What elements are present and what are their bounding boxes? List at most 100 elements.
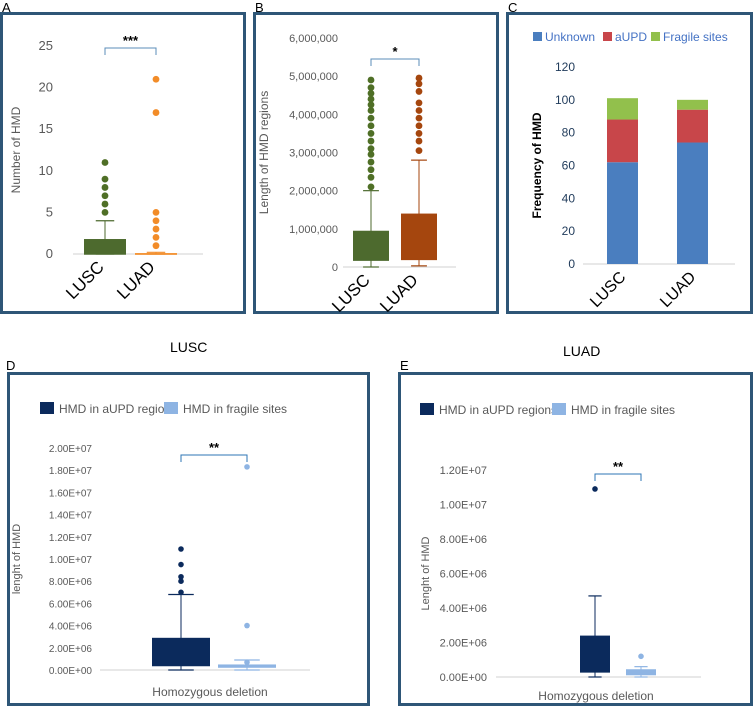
outlier-point — [152, 225, 160, 233]
box-0 — [152, 637, 210, 666]
x-tick-label: LUSC — [328, 270, 374, 316]
y-tick-label: 8.00E+06 — [49, 577, 93, 588]
panel-label-c: C — [508, 0, 518, 15]
y-tick-label: 20 — [562, 224, 576, 238]
outlier-point — [101, 184, 109, 191]
outlier-point — [101, 175, 109, 183]
outlier-point — [367, 183, 375, 191]
outlier-point — [415, 107, 423, 114]
y-tick-label: 0 — [46, 246, 53, 261]
significance-bracket — [180, 454, 248, 462]
outlier-point — [367, 158, 375, 166]
outlier-point — [367, 107, 375, 114]
panel-a-frame: 0 5 10 15 20 25 Number of HMD LUSC LUAD *** — [0, 12, 246, 314]
panel-label-d: D — [6, 358, 16, 373]
outlier-point — [367, 151, 375, 158]
legend-label: HMD in aUPD region — [59, 402, 171, 416]
bar-segment-fragile-sites — [677, 99, 708, 110]
y-tick-label: 20 — [39, 80, 53, 95]
outlier-point — [152, 109, 160, 116]
x-tick-label: LUAD — [376, 270, 422, 316]
outlier-point — [415, 147, 423, 154]
outlier-point — [367, 84, 375, 92]
panel-e-title: LUAD — [563, 343, 601, 359]
outlier-point — [367, 122, 375, 130]
panel-d-chart: HMD in aUPD region HMD in fragile sites Ho… — [11, 402, 310, 699]
y-tick-label: 0.00E+00 — [440, 672, 487, 684]
outlier-point — [244, 622, 250, 629]
y-axis-title: Lenght of HMD — [420, 536, 432, 610]
panel-b-frame: 0 1,000,000 2,000,000 3,000,000 4,000,000 5,0… — [253, 12, 499, 316]
panel-b-chart: 0 1,000,000 2,000,000 3,000,000 4,000,000 5,0… — [257, 33, 456, 316]
significance-bracket — [104, 47, 157, 55]
y-tick-label: 2.00E+06 — [49, 644, 93, 655]
outlier-point — [178, 589, 184, 596]
legend-swatch-1 — [164, 402, 178, 414]
significance-label: ** — [209, 440, 220, 455]
y-tick-label: 8.00E+06 — [440, 534, 487, 546]
bar-segment-unknown — [607, 162, 638, 264]
legend-swatch-0 — [420, 403, 434, 415]
outlier-point — [367, 145, 375, 153]
y-tick-label: 3,000,000 — [289, 148, 338, 160]
y-tick-label: 1.00E+07 — [440, 500, 487, 512]
y-tick-label: 120 — [555, 60, 575, 74]
outlier-point — [415, 137, 423, 145]
outlier-point — [638, 653, 644, 660]
y-tick-label: 1.20E+07 — [49, 533, 93, 544]
bar-segment-unknown — [677, 142, 708, 264]
y-tick-label: 25 — [39, 38, 53, 53]
y-tick-label: 0 — [332, 262, 338, 274]
y-axis-title: Number of HMD — [9, 106, 23, 193]
legend-swatch-2 — [651, 32, 660, 41]
legend-label: HMD in fragile sites — [571, 403, 675, 417]
outlier-point — [592, 486, 598, 492]
outlier-point — [101, 209, 109, 216]
outlier-point — [152, 233, 160, 241]
outlier-point — [415, 88, 423, 95]
outlier-point — [415, 74, 423, 82]
significance-bracket — [594, 473, 642, 481]
y-tick-label: 1.80E+07 — [49, 466, 93, 477]
significance-label: * — [392, 44, 398, 59]
legend-label: Fragile sites — [663, 30, 728, 44]
outlier-point — [367, 114, 375, 122]
outlier-point — [244, 659, 250, 666]
y-tick-label: 2,000,000 — [289, 186, 338, 198]
y-axis-title: lenght of HMD — [11, 524, 23, 594]
y-tick-label: 80 — [562, 126, 576, 140]
box-0 — [84, 239, 126, 254]
outlier-point — [178, 578, 184, 584]
y-tick-label: 0 — [568, 257, 575, 271]
outlier-point — [178, 573, 184, 580]
x-tick-label: LUAD — [657, 269, 699, 311]
panel-d-title: LUSC — [170, 339, 208, 355]
y-tick-label: 0.00E+00 — [49, 666, 93, 677]
y-tick-label: 2.00E+06 — [440, 638, 487, 650]
outlier-point — [152, 209, 160, 216]
box-0 — [353, 230, 389, 261]
legend-swatch-1 — [552, 403, 566, 415]
significance-label: ** — [613, 459, 624, 474]
outlier-point — [367, 173, 375, 181]
y-tick-label: 60 — [562, 159, 576, 173]
outlier-point — [152, 242, 160, 250]
panel-label-e: E — [400, 358, 409, 373]
significance-bracket — [370, 58, 420, 66]
x-tick-label: LUSC — [62, 257, 108, 303]
y-tick-label: 40 — [562, 191, 576, 205]
y-tick-label: 2.00E+07 — [49, 444, 93, 455]
y-tick-label: 4.00E+06 — [49, 622, 93, 633]
bar-segment-aupd — [607, 119, 638, 163]
legend-swatch-0 — [533, 32, 542, 41]
outlier-point — [367, 166, 375, 174]
y-tick-label: 6,000,000 — [289, 33, 338, 45]
outlier-point — [367, 101, 375, 109]
legend-label: HMD in aUPD regions — [439, 403, 557, 417]
outlier-point — [415, 114, 423, 122]
panel-label-b: B — [255, 0, 264, 15]
y-tick-label: 15 — [39, 121, 53, 136]
outlier-point — [415, 130, 423, 137]
significance-label: *** — [123, 33, 139, 48]
outlier-point — [367, 76, 375, 84]
